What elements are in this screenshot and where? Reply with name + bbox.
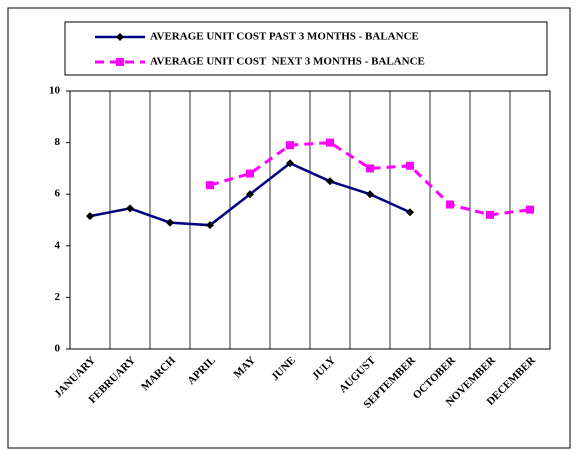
data-point: [286, 141, 294, 150]
data-point: [446, 200, 454, 209]
x-tick-label: APRIL: [185, 354, 218, 387]
legend-label: AVERAGE UNIT COST NEXT 3 MONTHS - BALANC…: [150, 56, 425, 68]
y-tick-label: 10: [49, 85, 61, 97]
data-point: [366, 190, 374, 199]
data-point: [86, 212, 94, 221]
x-tick-label: JULY: [310, 354, 338, 382]
data-point: [486, 210, 494, 219]
x-tick-label: MAY: [232, 354, 258, 380]
legend-marker: [116, 33, 124, 41]
legend-marker: [116, 58, 124, 66]
data-point: [206, 181, 214, 190]
data-point: [526, 205, 534, 214]
y-tick-label: 2: [55, 291, 61, 303]
x-tick-label: MARCH: [139, 354, 178, 393]
data-point: [406, 161, 414, 170]
y-tick-label: 6: [55, 188, 61, 200]
data-point: [206, 221, 214, 230]
data-point: [366, 164, 374, 173]
data-point: [326, 177, 334, 186]
x-tick-label: JUNE: [269, 354, 298, 383]
legend-label: AVERAGE UNIT COST PAST 3 MONTHS - BALANC…: [150, 31, 419, 43]
data-point: [246, 190, 254, 199]
y-tick-label: 4: [55, 239, 61, 251]
y-tick-label: 8: [55, 136, 61, 148]
legend-box: [64, 21, 548, 76]
data-point: [406, 208, 414, 217]
data-point: [166, 218, 174, 227]
data-point: [246, 169, 254, 178]
x-tick-label: AUGUST: [337, 354, 378, 395]
y-tick-label: 0: [55, 343, 61, 355]
series-line: [209, 141, 531, 217]
chart-border: [7, 7, 571, 449]
data-point: [286, 159, 294, 168]
data-point: [326, 138, 334, 147]
data-point: [126, 204, 134, 213]
